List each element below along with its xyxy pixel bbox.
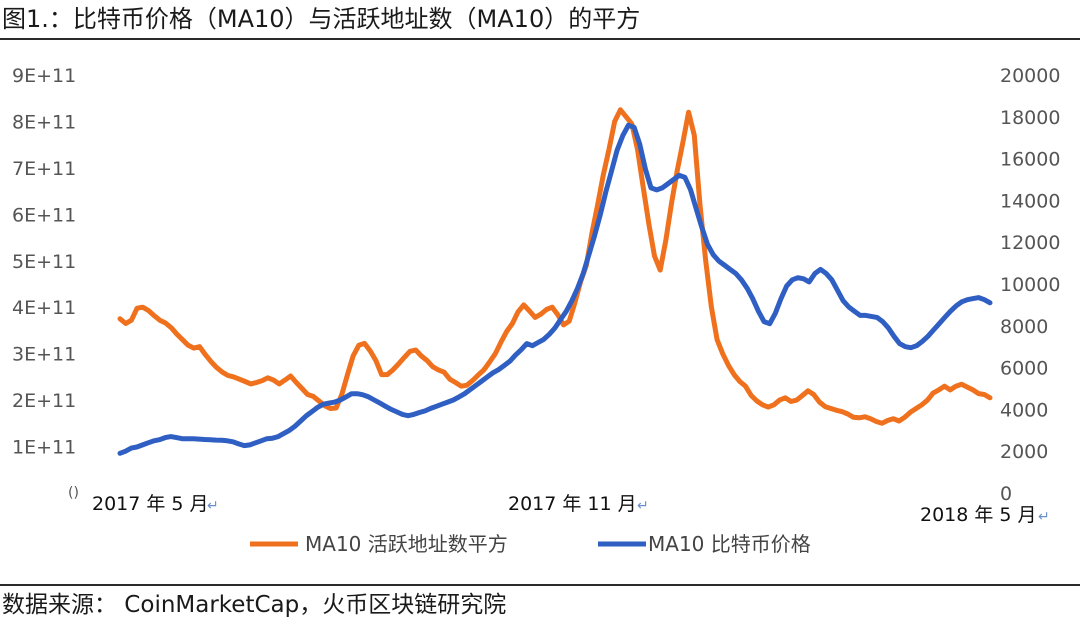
legend-label-active-addresses: MA10 活跃地址数平方 xyxy=(305,532,508,556)
right-axis-tick-label: 10000 xyxy=(1000,274,1060,296)
left-axis-tick-label: 5E+11 xyxy=(12,251,76,273)
left-axis-tick-label: 4E+11 xyxy=(12,297,76,319)
right-axis-tick-label: 14000 xyxy=(1000,190,1060,212)
right-axis-tick-label: 8000 xyxy=(1000,316,1048,338)
right-axis-tick-label: 16000 xyxy=(1000,149,1060,171)
right-axis-tick-label: 12000 xyxy=(1000,232,1060,254)
left-axis-tick-label: 8E+11 xyxy=(12,111,76,133)
legend-label-btc-price: MA10 比特币价格 xyxy=(648,532,811,556)
figure-title: 图1.：比特币价格（MA10）与活跃地址数（MA10）的平方 xyxy=(2,5,641,33)
x-label-2017-may: 2017 年 5 月 xyxy=(92,493,209,515)
series-line-active-addresses-squared xyxy=(117,107,993,426)
x-label-2017-may-return-mark: ↵ xyxy=(207,498,219,514)
x-label-2017-nov-return-mark: ↵ xyxy=(637,498,649,514)
left-axis-ticks: () 1E+11 2E+11 3E+11 4E+11 5E+11 6E+11 7E+11 8E+… xyxy=(12,65,79,501)
left-axis-tick-label: 7E+11 xyxy=(12,158,76,180)
right-axis-tick-label: 0 xyxy=(1000,483,1012,505)
right-axis-tick-label: 2000 xyxy=(1000,441,1048,463)
right-axis-tick-label: 20000 xyxy=(1000,65,1060,87)
left-axis-tick-label: 3E+11 xyxy=(12,344,76,366)
x-label-2018-may-return-mark: ↵ xyxy=(1038,509,1050,525)
left-axis-tick-label: 6E+11 xyxy=(12,204,76,226)
chart-legend: MA10 活跃地址数平方 MA10 比特币价格 xyxy=(250,532,811,556)
right-axis-ticks: 0 2000 4000 6000 8000 10000 12000 14000 16000 180… xyxy=(1000,65,1060,505)
bottom-rule xyxy=(0,584,1080,586)
data-source-note: 数据来源： CoinMarketCap，火币区块链研究院 xyxy=(2,592,507,618)
right-axis-tick-label: 18000 xyxy=(1000,107,1060,129)
right-axis-tick-label: 6000 xyxy=(1000,358,1048,380)
left-axis-tick-label: 1E+11 xyxy=(12,437,76,459)
dual-axis-line-chart: () 1E+11 2E+11 3E+11 4E+11 5E+11 6E+11 7E+11 8E+… xyxy=(0,40,1080,584)
x-label-2017-nov: 2017 年 11 月 xyxy=(508,493,637,515)
x-label-2018-may: 2018 年 5 月 xyxy=(920,504,1037,526)
left-axis-tick-label: 2E+11 xyxy=(12,390,76,412)
left-axis-tick-label: () xyxy=(68,485,79,501)
left-axis-tick-label: 9E+11 xyxy=(12,65,76,87)
series-line-btc-price xyxy=(117,122,993,456)
series-layer xyxy=(117,107,993,456)
right-axis-tick-label: 4000 xyxy=(1000,399,1048,421)
top-rule xyxy=(0,38,1080,40)
